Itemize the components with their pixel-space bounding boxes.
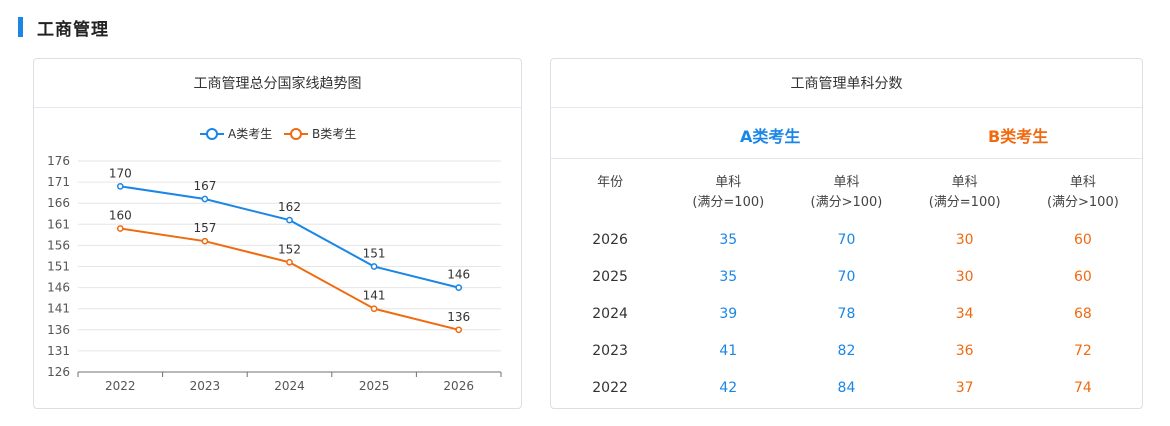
cell-b1: 37 — [955, 379, 974, 396]
data-point — [116, 225, 124, 232]
data-point — [370, 305, 378, 313]
data-point — [201, 195, 209, 203]
header-b-single-100: 单科 (满分=100) — [928, 175, 1001, 210]
data-point — [370, 263, 378, 270]
data-label: 146 — [447, 268, 470, 282]
data-label: 136 — [447, 310, 470, 324]
y-tick-label: 141 — [47, 302, 70, 316]
y-tick-label: 151 — [47, 260, 70, 274]
table-row: 2022 42 84 37 74 — [551, 369, 1142, 406]
subject-score-table: 年份 单科 (满分=100) 单科 (满分>100) 单科 (满分=100) 单科 (满… — [551, 159, 1142, 406]
cell-a1: 35 — [719, 268, 738, 285]
header-year: 年份 — [597, 175, 624, 190]
data-point — [116, 182, 124, 190]
y-tick-label: 131 — [47, 344, 70, 358]
section-accent-bar — [18, 17, 23, 37]
data-point — [286, 258, 293, 266]
cell-year: 2026 — [592, 231, 628, 248]
cell-a2: 84 — [837, 379, 856, 396]
data-label: 152 — [278, 242, 301, 256]
legend-label: B类考生 — [312, 127, 356, 141]
cell-b2: 72 — [1073, 342, 1092, 359]
chart-grid — [78, 160, 501, 352]
y-tick-label: 126 — [47, 365, 70, 379]
cell-a1: 41 — [719, 342, 738, 359]
data-point — [286, 216, 293, 224]
cell-a2: 82 — [837, 342, 856, 359]
cell-b1: 34 — [955, 305, 974, 322]
y-tick-label: 136 — [47, 323, 70, 337]
data-point — [455, 284, 463, 291]
y-tick-label: 176 — [47, 154, 70, 168]
data-label: 162 — [278, 200, 301, 214]
cell-a1: 39 — [719, 305, 738, 322]
chart-legend: A类考生 B类考生 — [200, 127, 356, 141]
data-label: 170 — [109, 166, 132, 180]
legend-item-a: A类考生 — [200, 127, 272, 141]
trend-chart-title: 工商管理总分国家线趋势图 — [34, 59, 521, 108]
cell-a2: 70 — [837, 231, 856, 248]
x-tick-label: 2023 — [190, 379, 221, 393]
data-point — [455, 326, 463, 334]
chart-series: 170 167 162 151 146 160 157 152 141 136 — [109, 166, 470, 334]
table-row: 2026 35 70 30 60 — [551, 221, 1142, 258]
legend-label: A类考生 — [228, 127, 272, 141]
group-header-row: A类考生 B类考生 — [551, 108, 1142, 159]
subject-score-title: 工商管理单科分数 — [551, 59, 1142, 108]
cell-a2: 70 — [837, 268, 856, 285]
table-row: 2023 41 82 36 72 — [551, 332, 1142, 369]
cell-year: 2022 — [592, 379, 628, 396]
y-axis: 126 131 136 141 146 151 156 161 166 171 176 — [47, 154, 70, 379]
y-tick-label: 156 — [47, 238, 70, 252]
data-label: 157 — [193, 221, 216, 235]
cell-year: 2023 — [592, 342, 628, 359]
group-b-label: B类考生 — [988, 127, 1049, 146]
cell-a1: 35 — [719, 231, 738, 248]
section-header: 工商管理 — [18, 16, 109, 40]
data-label: 167 — [193, 179, 216, 193]
header-b-single-over-100: 单科 (满分>100) — [1046, 175, 1119, 210]
header-a-single-over-100: 单科 (满分>100) — [810, 175, 883, 210]
cell-b1: 36 — [955, 342, 974, 359]
table-row: 2024 39 78 34 68 — [551, 295, 1142, 332]
y-tick-label: 146 — [47, 281, 70, 295]
cell-b2: 68 — [1073, 305, 1092, 322]
cell-year: 2025 — [592, 268, 628, 285]
y-tick-label: 161 — [47, 217, 70, 231]
x-tick-label: 2022 — [105, 379, 136, 393]
x-tick-label: 2026 — [443, 379, 474, 393]
trend-chart-card: 工商管理总分国家线趋势图 A类考生 B类考生 126 131 136 141 146 151… — [33, 58, 522, 409]
data-point — [201, 237, 209, 245]
cell-b1: 30 — [955, 268, 974, 285]
data-label: 141 — [363, 289, 386, 303]
y-tick-label: 171 — [47, 175, 70, 189]
trend-line-chart: A类考生 B类考生 1261311361411461511561611661711… — [47, 127, 502, 393]
group-a-label: A类考生 — [740, 127, 801, 146]
cell-year: 2024 — [592, 305, 628, 322]
x-tick-label: 2024 — [274, 379, 305, 393]
x-tick-label: 2025 — [359, 379, 390, 393]
table-row: 2025 35 70 30 60 — [551, 258, 1142, 295]
cell-b1: 30 — [955, 231, 974, 248]
x-axis: 2022 2023 2024 2025 2026 — [77, 371, 502, 393]
subject-score-card: 工商管理单科分数 A类考生 B类考生 年份 单科 (满分=100) 单科 (满分>1… — [550, 58, 1143, 409]
table-header-row: 年份 单科 (满分=100) 单科 (满分>100) 单科 (满分=100) 单科 (满… — [551, 159, 1142, 221]
section-title: 工商管理 — [37, 19, 109, 40]
cell-b2: 60 — [1073, 231, 1092, 248]
legend-marker — [290, 128, 302, 140]
legend-marker — [206, 128, 218, 140]
cell-b2: 74 — [1073, 379, 1092, 396]
legend-item-b: B类考生 — [284, 127, 356, 141]
cell-a1: 42 — [719, 379, 738, 396]
cell-b2: 60 — [1073, 268, 1092, 285]
y-tick-label: 166 — [47, 196, 70, 210]
cell-a2: 78 — [837, 305, 856, 322]
data-label: 160 — [109, 209, 132, 223]
data-label: 151 — [363, 247, 386, 261]
header-a-single-100: 单科 (满分=100) — [692, 175, 765, 210]
